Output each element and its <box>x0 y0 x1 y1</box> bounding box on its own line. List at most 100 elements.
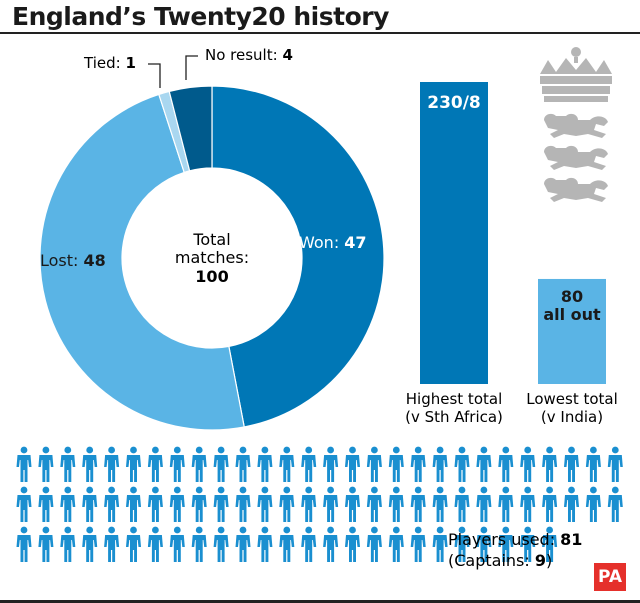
lowest-total-bar <box>538 278 606 384</box>
player-figure-icon <box>498 446 514 482</box>
player-figure-icon <box>345 486 360 522</box>
player-figure-icon <box>476 486 492 522</box>
lowest-total-value-line2: all out <box>543 305 601 324</box>
player-figure-icon <box>213 486 229 522</box>
player-figure-icon <box>147 526 163 562</box>
player-figure-icon <box>542 446 558 482</box>
player-figure-icon <box>366 446 382 482</box>
player-figure-icon <box>345 526 360 562</box>
player-figure-icon <box>169 446 185 482</box>
donut-slice-lost <box>39 93 245 431</box>
player-figure-icon <box>301 526 317 562</box>
player-figure-icon <box>82 486 98 522</box>
player-figure-icon <box>104 486 120 522</box>
player-figure-icon <box>432 526 448 562</box>
player-figure-icon <box>235 486 251 522</box>
players-used-label: Players used: 81 <box>448 530 582 549</box>
captains-label: (Captains: 9) <box>448 551 552 570</box>
donut-slice-won <box>211 85 385 428</box>
won-label: Won: 47 <box>299 233 367 252</box>
player-figure-icon <box>126 446 141 482</box>
player-figure-icon <box>191 526 207 562</box>
tied-label: Tied: 1 <box>83 54 136 72</box>
player-figure-icon <box>60 446 76 482</box>
player-figure-icon <box>542 486 558 522</box>
player-figure-icon <box>323 486 339 522</box>
lost-label: Lost: 48 <box>40 251 106 270</box>
player-figure-icon <box>454 446 470 482</box>
player-figure-icon <box>564 446 579 482</box>
player-figure-icon <box>476 526 492 562</box>
donut-slice-no-result <box>168 85 213 172</box>
player-figure-icon <box>257 446 273 482</box>
no-result-callout-line <box>185 55 198 80</box>
player-figure-icon <box>191 446 207 482</box>
player-figure-icon <box>301 486 317 522</box>
player-figure-icon <box>60 526 76 562</box>
player-figure-icon <box>279 526 295 562</box>
player-figure-icon <box>564 486 579 522</box>
player-figure-icon <box>279 446 295 482</box>
player-figure-icon <box>454 486 470 522</box>
lowest-total-label-line1: Lowest total <box>526 390 618 408</box>
player-figure-icon <box>16 446 32 482</box>
player-figure-icon <box>542 526 558 562</box>
player-figure-icon <box>191 486 207 522</box>
player-figure-icon <box>432 446 448 482</box>
player-figure-icon <box>498 526 514 562</box>
bottom-divider <box>0 600 640 603</box>
donut-center-line2: matches: <box>175 248 249 267</box>
highest-total-label-line1: Highest total <box>406 390 502 408</box>
player-figure-icon <box>126 486 141 522</box>
player-figure-icon <box>607 446 623 482</box>
player-figure-icon <box>213 526 229 562</box>
player-figure-icon <box>520 526 536 562</box>
highest-total-bar <box>420 82 488 384</box>
player-figure-icon <box>104 526 120 562</box>
player-figure-icon <box>82 526 98 562</box>
player-figure-icon <box>410 446 426 482</box>
title-divider <box>0 32 640 34</box>
player-figure-icon <box>323 526 339 562</box>
tied-callout-line <box>148 63 161 88</box>
england-cricket-crest-icon <box>540 47 612 202</box>
player-figure-icon <box>38 486 54 522</box>
donut-chart <box>39 85 385 431</box>
player-figure-icon <box>213 446 229 482</box>
player-figure-icon <box>169 526 185 562</box>
donut-center-line1: Total <box>192 230 230 249</box>
player-figure-icon <box>388 446 404 482</box>
pa-logo: PA <box>594 563 626 591</box>
player-figure-icon <box>38 526 54 562</box>
player-figure-icon <box>301 446 317 482</box>
player-figure-icon <box>410 486 426 522</box>
player-figure-icon <box>585 446 601 482</box>
player-figure-icon <box>235 526 251 562</box>
player-figure-icon <box>388 526 404 562</box>
player-figure-icon <box>147 486 163 522</box>
page-title: England’s Twenty20 history <box>12 2 389 31</box>
player-figure-icon <box>366 526 382 562</box>
player-figure-icon <box>345 446 360 482</box>
player-figure-icon <box>257 486 273 522</box>
player-figure-icon <box>585 486 601 522</box>
players-pictogram <box>16 446 623 562</box>
player-figure-icon <box>82 446 98 482</box>
player-figure-icon <box>454 526 470 562</box>
player-figure-icon <box>520 446 536 482</box>
player-figure-icon <box>388 486 404 522</box>
lowest-total-value-line1: 80 <box>561 287 583 306</box>
player-figure-icon <box>147 446 163 482</box>
player-figure-icon <box>410 526 426 562</box>
player-figure-icon <box>476 446 492 482</box>
donut-center-value: 100 <box>195 267 228 286</box>
lowest-total-label-line2: (v India) <box>541 408 603 426</box>
player-figure-icon <box>16 526 32 562</box>
player-figure-icon <box>498 486 514 522</box>
player-figure-icon <box>16 486 32 522</box>
player-figure-icon <box>279 486 295 522</box>
player-figure-icon <box>323 446 339 482</box>
player-figure-icon <box>104 446 120 482</box>
highest-total-label-line2: (v Sth Africa) <box>405 408 503 426</box>
